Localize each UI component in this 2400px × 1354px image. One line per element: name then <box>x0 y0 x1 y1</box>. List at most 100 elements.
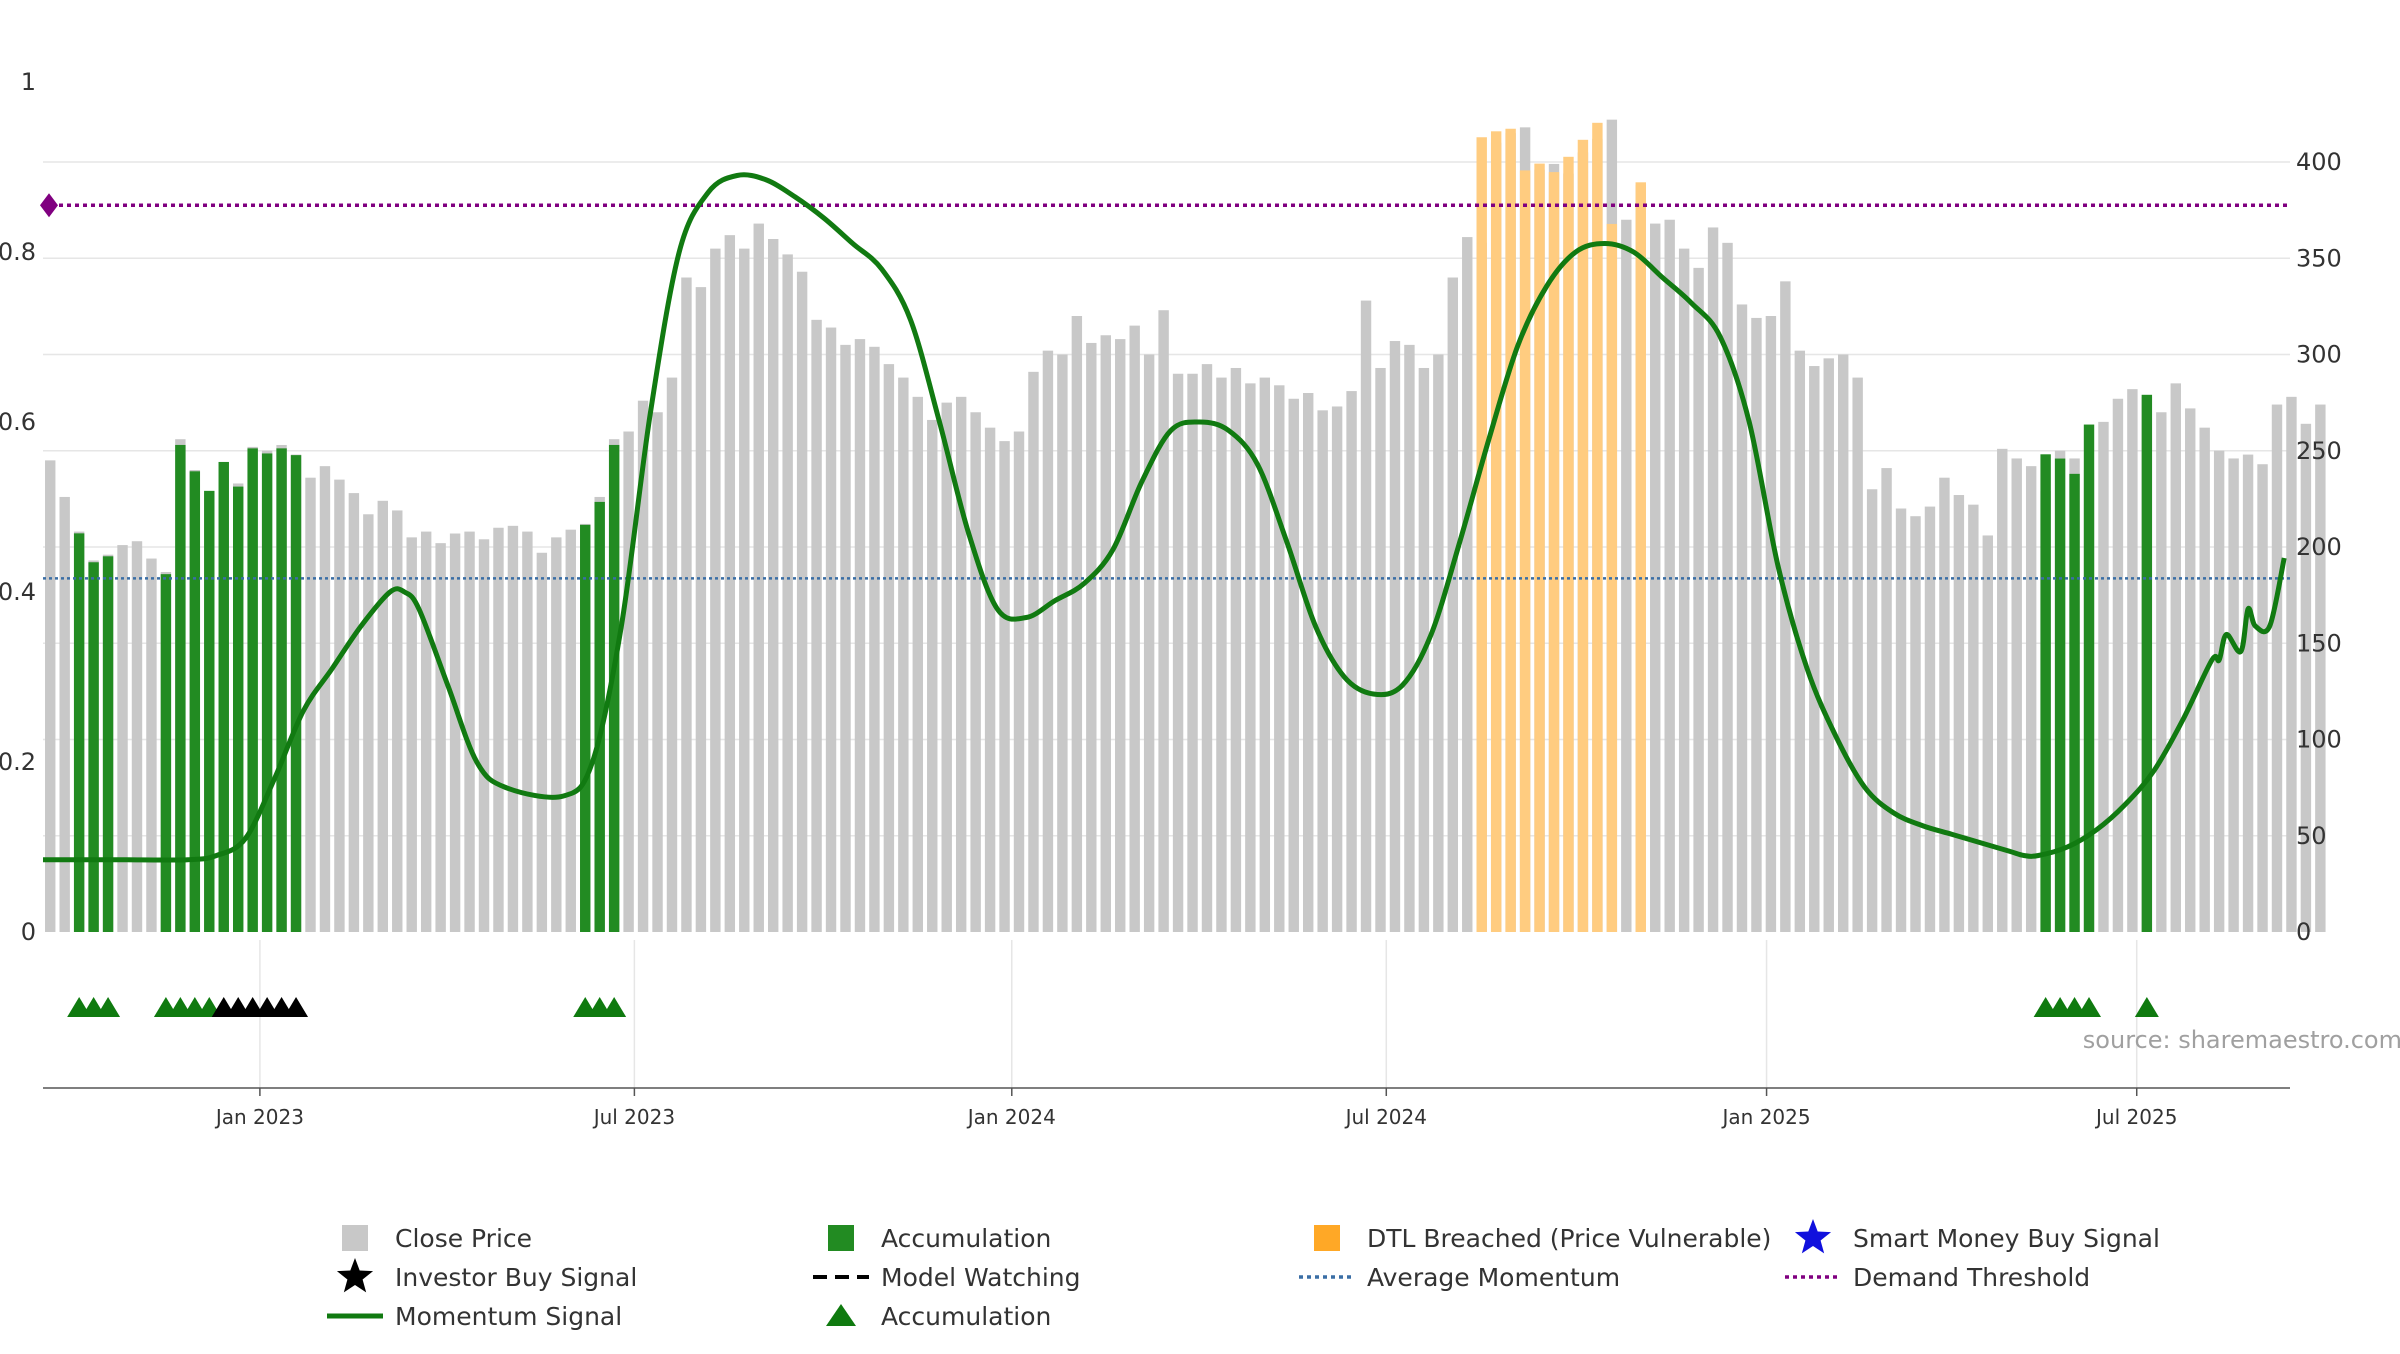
close-price-bar <box>507 525 519 932</box>
right-axis-tick-label: 300 <box>2296 341 2342 369</box>
close-price-bar <box>406 537 417 932</box>
dtl-breached-bar <box>1635 182 1646 933</box>
close-price-bar <box>955 396 967 933</box>
close-price-bar <box>898 377 909 933</box>
close-price-bar <box>1187 373 1198 932</box>
close-price-bar <box>2025 466 2037 932</box>
right-axis-tick-label: 400 <box>2296 148 2342 176</box>
close-price-bar <box>1230 367 1242 933</box>
legend-item: Close Price <box>342 1224 532 1253</box>
close-price-bar <box>2286 396 2297 933</box>
close-price-bar <box>999 441 1010 932</box>
close-price-bar <box>1736 304 1748 932</box>
close-price-bar <box>1028 371 1039 932</box>
right-axis-tick-label: 50 <box>2296 822 2327 850</box>
close-price-bar <box>536 552 548 932</box>
close-price-bar <box>2156 412 2167 932</box>
close-price-bar <box>319 466 331 932</box>
legend-label: Accumulation <box>881 1302 1051 1331</box>
close-price-bar <box>1997 448 2008 932</box>
legend-label: Average Momentum <box>1367 1263 1620 1292</box>
accumulation-marker <box>2077 997 2102 1017</box>
close-price-bar <box>363 514 374 932</box>
axes: 0 0.2 0.4 0.6 0.8 1 0 50 100 150 200 250 300 350 400 Ja… <box>0 68 2342 1129</box>
accumulation-marker <box>2134 997 2159 1017</box>
close-price-bar <box>2213 450 2225 932</box>
accumulation-bar <box>290 455 302 932</box>
close-price-bar <box>131 541 143 932</box>
legend-square-swatch <box>828 1225 854 1251</box>
legend-item: DTL Breached (Price Vulnerable) <box>1314 1224 1771 1253</box>
close-price-bar <box>695 287 707 932</box>
close-price-bar <box>1707 227 1719 932</box>
accumulation-marker <box>602 997 627 1017</box>
close-price-bar <box>782 254 793 932</box>
close-price-bar <box>1302 393 1314 932</box>
close-price-bar <box>1982 535 1994 932</box>
close-price-bar <box>825 327 837 932</box>
close-price-bar <box>970 412 981 932</box>
accumulation-bar <box>247 448 258 932</box>
right-axis-tick-label: 350 <box>2296 244 2342 272</box>
close-price-bar <box>449 533 461 932</box>
dtl-breached-bar <box>1505 128 1516 932</box>
accumulation-bar <box>2054 458 2066 932</box>
close-price-bar <box>334 479 345 932</box>
close-price-bar <box>984 427 996 932</box>
legend-label: Accumulation <box>881 1224 1051 1253</box>
close-price-bar <box>1678 248 1690 932</box>
close-price-bar <box>348 493 360 932</box>
legend-item: Model Watching <box>813 1263 1081 1292</box>
close-price-bar <box>1447 277 1459 932</box>
dtl-breached-bar <box>1592 122 1603 933</box>
dtl-breached-bar <box>1476 137 1487 932</box>
close-price-bar <box>1216 377 1227 933</box>
close-price-bar <box>420 531 432 932</box>
close-price-bar <box>1158 310 1169 933</box>
close-price-bar <box>1953 495 1965 932</box>
right-axis-tick-label: 0 <box>2296 918 2311 946</box>
legend-item: Accumulation <box>828 1224 1051 1253</box>
legend-item: Smart Money Buy Signal <box>1794 1219 2160 1254</box>
close-price-bar <box>1404 344 1415 932</box>
close-price-bar <box>2242 454 2254 932</box>
close-price-bar <box>1115 339 1126 933</box>
accumulation-bar <box>580 524 591 932</box>
close-price-bar <box>1317 410 1328 932</box>
accumulation-marker <box>96 997 121 1017</box>
close-price-bar <box>146 558 157 932</box>
close-price-bar <box>435 543 446 932</box>
close-price-bar <box>1939 477 1950 932</box>
close-price-bar <box>1433 354 1444 932</box>
legend-square-swatch <box>1314 1225 1340 1251</box>
close-price-bar <box>767 239 779 932</box>
dtl-breached-bar <box>1534 163 1545 933</box>
legend-label: Investor Buy Signal <box>395 1263 637 1292</box>
close-price-bar <box>1375 367 1386 933</box>
close-price-bar <box>1172 373 1184 932</box>
close-price-bar <box>45 460 56 932</box>
close-price-bar <box>927 419 938 932</box>
legend-star-icon <box>1794 1219 1832 1254</box>
accumulation-bar <box>2141 394 2153 932</box>
momentum-signal-line <box>42 172 2287 863</box>
close-price-bar <box>1780 281 1791 933</box>
accumulation-bar <box>2083 424 2095 932</box>
close-price-bar <box>565 529 576 932</box>
legend-triangle-icon <box>826 1304 856 1326</box>
legend-label: DTL Breached (Price Vulnerable) <box>1367 1224 1771 1253</box>
x-axis-tick-label: Jan 2023 <box>214 1105 304 1129</box>
close-price-bar <box>1650 223 1661 933</box>
close-price-bar <box>1968 504 1979 932</box>
right-axis-tick-label: 200 <box>2296 533 2342 561</box>
close-price-bar <box>2185 408 2196 932</box>
accumulation-bar <box>160 574 172 932</box>
dtl-breached-bar <box>1577 139 1589 933</box>
close-price-bar <box>637 400 649 932</box>
close-price-bar <box>623 431 634 932</box>
legend: Close Price Accumulation DTL Breached (Pri… <box>327 1219 2160 1331</box>
close-price-bar <box>2127 389 2138 932</box>
close-price-bar <box>2170 383 2181 932</box>
